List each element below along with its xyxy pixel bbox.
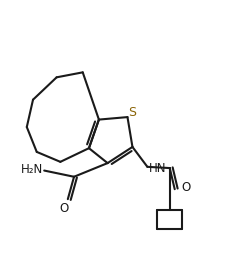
Text: HN: HN [148, 162, 166, 175]
Text: H₂N: H₂N [21, 163, 43, 176]
Text: O: O [60, 202, 69, 215]
Text: S: S [128, 106, 136, 119]
Text: O: O [181, 182, 190, 194]
